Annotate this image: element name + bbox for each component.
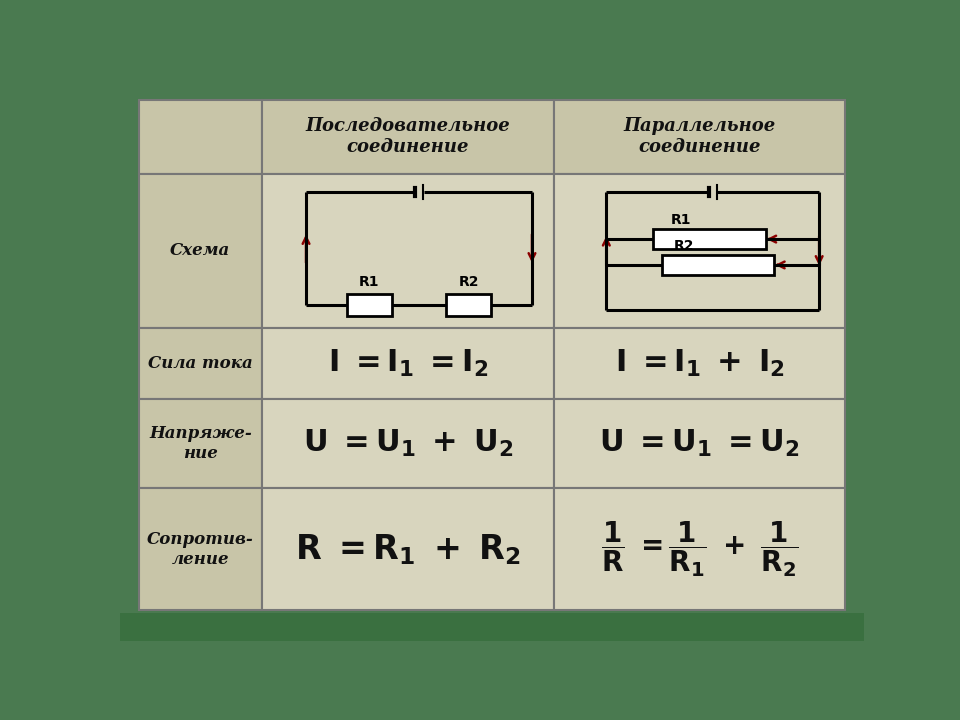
Bar bbox=[446, 294, 492, 316]
Bar bbox=[262, 174, 554, 328]
Text: R2: R2 bbox=[674, 239, 694, 253]
Text: $\mathbf{\dfrac{1}{R}\ =\dfrac{1}{R_1}\ +\ \dfrac{1}{R_2}}$: $\mathbf{\dfrac{1}{R}\ =\dfrac{1}{R_1}\ … bbox=[601, 520, 799, 579]
Text: $\mathbf{U\ =U_1\ =U_2}$: $\mathbf{U\ =U_1\ =U_2}$ bbox=[599, 428, 800, 459]
Bar bbox=[120, 613, 864, 641]
Text: R2: R2 bbox=[459, 275, 479, 289]
Bar bbox=[554, 174, 846, 328]
Bar bbox=[138, 488, 262, 611]
Bar bbox=[262, 100, 554, 174]
Bar bbox=[554, 488, 846, 611]
Text: Схема: Схема bbox=[170, 243, 230, 259]
Text: $\mathbf{R\ =R_1\ +\ R_2}$: $\mathbf{R\ =R_1\ +\ R_2}$ bbox=[296, 532, 521, 567]
Text: Сила тока: Сила тока bbox=[148, 355, 252, 372]
Text: Параллельное
соединение: Параллельное соединение bbox=[623, 117, 776, 156]
Bar bbox=[554, 100, 846, 174]
Text: $\mathbf{I\ =I_1\ =I_2}$: $\mathbf{I\ =I_1\ =I_2}$ bbox=[328, 348, 488, 379]
Bar bbox=[653, 229, 766, 249]
Bar bbox=[138, 100, 262, 174]
Bar bbox=[554, 399, 846, 488]
Text: R1: R1 bbox=[671, 213, 691, 227]
Bar bbox=[661, 255, 775, 275]
Bar bbox=[262, 488, 554, 611]
Text: Последовательное
соединение: Последовательное соединение bbox=[305, 117, 511, 156]
Bar bbox=[138, 328, 262, 399]
Bar bbox=[262, 399, 554, 488]
Bar bbox=[347, 294, 392, 316]
Text: Сопротив-
ление: Сопротив- ление bbox=[147, 531, 253, 567]
Bar bbox=[138, 174, 262, 328]
Text: Напряже-
ние: Напряже- ние bbox=[149, 425, 252, 462]
Bar bbox=[138, 399, 262, 488]
Text: R1: R1 bbox=[359, 275, 379, 289]
Bar bbox=[554, 328, 846, 399]
Bar bbox=[262, 328, 554, 399]
Text: $\mathbf{U\ =U_1\ +\ U_2}$: $\mathbf{U\ =U_1\ +\ U_2}$ bbox=[303, 428, 514, 459]
Text: $\mathbf{I\ =I_1\ +\ I_2}$: $\mathbf{I\ =I_1\ +\ I_2}$ bbox=[614, 348, 784, 379]
